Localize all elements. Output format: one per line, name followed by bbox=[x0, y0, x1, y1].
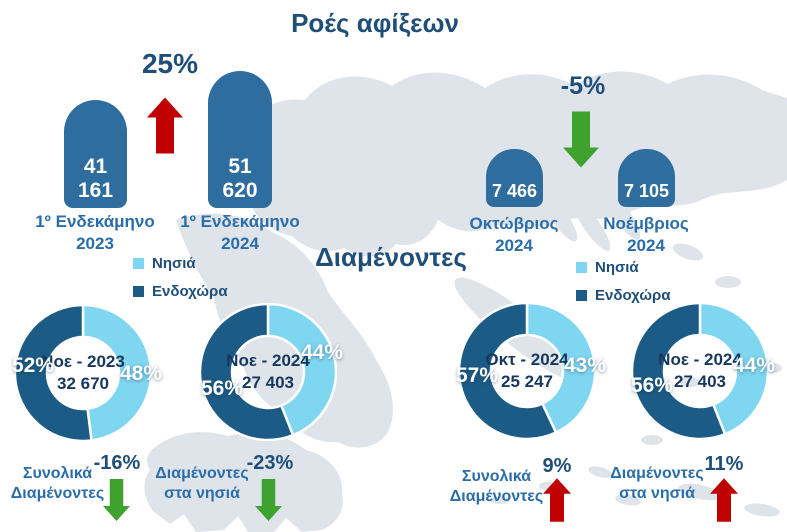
donut-chart-nov-2024: Νοε - 2024 27 403 56% 44% bbox=[199, 303, 343, 441]
islands-percent: 48% bbox=[120, 362, 163, 385]
islands-percent: 43% bbox=[564, 354, 607, 377]
mainland-swatch-icon bbox=[133, 286, 144, 297]
bar-label-2024: 1º Ενδεκάμηνο 2024 bbox=[180, 212, 300, 254]
bar-label-november: Νοέμβριος 2024 bbox=[603, 214, 689, 256]
mainland-percent: 56% bbox=[631, 374, 674, 397]
legend-item-islands: Νησιά bbox=[576, 259, 671, 276]
legend-label: Ενδοχώρα bbox=[152, 283, 228, 300]
arrivals-change-monthly: -5% bbox=[560, 72, 606, 100]
annotation-island-residents-label: Διαμένοντες στα νησιά bbox=[610, 465, 704, 502]
page-title: Ροές αφίξεων bbox=[291, 8, 459, 38]
donut-center-label: Οκτ - 2024 25 247 bbox=[485, 349, 569, 391]
legend-item-mainland: Ενδοχώρα bbox=[133, 283, 228, 300]
bar-arrivals-november: 7 105 bbox=[618, 149, 675, 207]
bar-arrivals-october: 7 466 bbox=[486, 149, 543, 207]
donut-chart-nov-2023: Νοε - 2023 32 670 52% 48% bbox=[12, 304, 162, 442]
donut-slices bbox=[631, 302, 769, 440]
bar-label-october: Οκτώβριος 2024 bbox=[469, 214, 559, 256]
donut-chart-oct-2024: Οκτ - 2024 25 247 57% 43% bbox=[456, 302, 606, 440]
increase-arrow-icon bbox=[147, 97, 183, 154]
legend-label: Νησιά bbox=[152, 255, 196, 272]
bar-value: 51 620 bbox=[222, 155, 258, 202]
mainland-swatch-icon bbox=[576, 290, 587, 301]
map-peloponnese bbox=[144, 432, 343, 532]
donut-center-label: Νοε - 2024 27 403 bbox=[658, 349, 742, 391]
legend-left: Νησιά Ενδοχώρα bbox=[133, 255, 228, 311]
islands-swatch-icon bbox=[576, 262, 587, 273]
legend-item-mainland: Ενδοχώρα bbox=[576, 287, 671, 304]
donut-chart-nov-2024-repeat: Νοε - 2024 27 403 56% 44% bbox=[631, 302, 775, 440]
bar-value: 7 105 bbox=[623, 181, 670, 201]
annotation-island-residents-value: 11% bbox=[704, 453, 744, 475]
annotation-island-residents-value: -23% bbox=[246, 452, 294, 474]
annotation-total-residents-label: Συνολικά Διαμένοντες bbox=[449, 468, 544, 505]
annotation-island-residents-label: Διαμένοντες στα νησιά bbox=[155, 465, 249, 502]
donut-center-label: Νοε - 2023 32 670 bbox=[41, 351, 125, 393]
bar-arrivals-2023: 41 161 bbox=[64, 100, 127, 208]
donut-slices bbox=[14, 304, 152, 442]
increase-arrow-icon bbox=[543, 478, 571, 522]
islands-percent: 44% bbox=[733, 354, 776, 377]
arrivals-change-annual: 25% bbox=[141, 48, 199, 79]
donut-slices bbox=[199, 303, 337, 441]
bar-value: 7 466 bbox=[491, 181, 538, 201]
islands-percent: 44% bbox=[301, 341, 344, 364]
annotation-total-residents-value: -16% bbox=[93, 452, 141, 474]
decrease-arrow-icon bbox=[103, 479, 130, 521]
bar-label-2023: 1º Ενδεκάμηνο 2023 bbox=[35, 212, 155, 254]
section-title-residents: Διαμένοντες bbox=[315, 242, 467, 272]
legend-item-islands: Νησιά bbox=[133, 255, 228, 272]
donut-center-label: Νοε - 2024 27 403 bbox=[226, 350, 310, 392]
mainland-percent: 57% bbox=[456, 364, 499, 387]
mainland-percent: 52% bbox=[12, 354, 55, 377]
annotation-total-residents-value: 9% bbox=[542, 455, 572, 477]
decrease-arrow-icon bbox=[563, 111, 599, 168]
mainland-percent: 56% bbox=[201, 377, 244, 400]
donut-slices bbox=[458, 302, 596, 440]
legend-right: Νησιά Ενδοχώρα bbox=[576, 259, 671, 315]
bar-value: 41 161 bbox=[77, 155, 114, 202]
increase-arrow-icon bbox=[710, 478, 738, 522]
bar-arrivals-2024: 51 620 bbox=[208, 71, 272, 208]
legend-label: Ενδοχώρα bbox=[595, 287, 671, 304]
annotation-total-residents-label: Συνολικά Διαμένοντες bbox=[10, 465, 105, 502]
islands-swatch-icon bbox=[133, 258, 144, 269]
legend-label: Νησιά bbox=[595, 259, 639, 276]
decrease-arrow-icon bbox=[255, 479, 282, 521]
